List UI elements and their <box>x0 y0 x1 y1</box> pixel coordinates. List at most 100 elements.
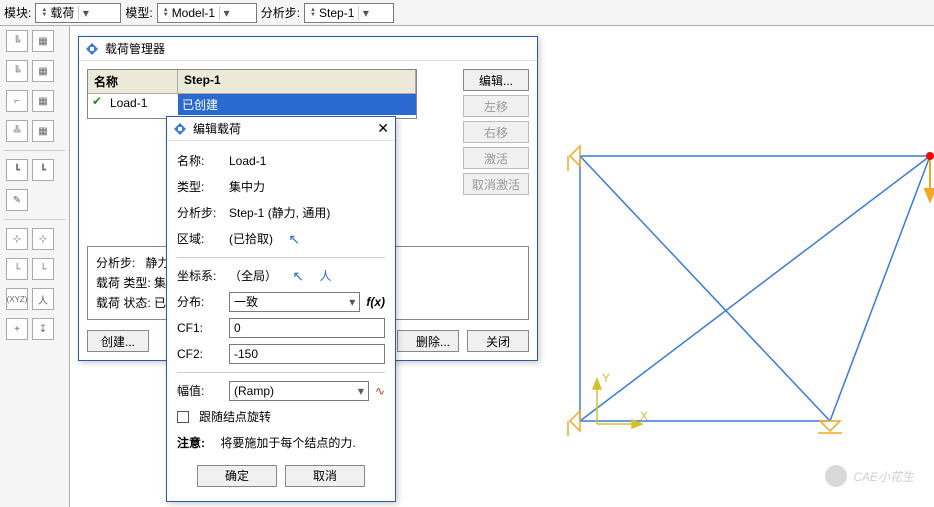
dialog-title: 编辑载荷 <box>193 120 241 137</box>
tool-icon[interactable]: ▦ <box>32 120 54 142</box>
bc-markers <box>568 146 842 436</box>
edit-button[interactable]: 编辑... <box>463 69 529 91</box>
note-value: 将要施加于每个结点的力. <box>220 431 355 455</box>
close-icon[interactable]: ✕ <box>377 120 389 137</box>
region-label: 区域: <box>177 227 223 251</box>
tool-icon[interactable]: 人 <box>32 288 54 310</box>
tool-icon[interactable]: ╚ <box>6 60 28 82</box>
tool-icon[interactable]: ┗ <box>6 159 28 181</box>
step-combo[interactable]: ▲▼ Step-1 ▾ <box>304 3 394 23</box>
tool-icon[interactable]: ↧ <box>32 318 54 340</box>
watermark-text: CAE小花生 <box>853 468 914 485</box>
left-toolbox: ╚▦ ╚▦ ⌐▦ ╩▦ ┗┗ ✎ ⊹⊹ └└ (XYZ)人 +↧ <box>0 26 70 507</box>
model-value: Model-1 <box>172 6 215 20</box>
tool-icon[interactable]: ⊹ <box>6 228 28 250</box>
cf1-input[interactable]: 0 <box>229 318 385 338</box>
tool-icon[interactable]: ╩ <box>6 120 28 142</box>
edit-load-dialog: 编辑载荷 ✕ 名称:Load-1 类型:集中力 分析步:Step-1 (静力, … <box>166 116 396 502</box>
module-combo[interactable]: ▲▼ 载荷 ▾ <box>35 3 121 23</box>
deactivate-button[interactable]: 取消激活 <box>463 173 529 195</box>
info-type-label: 载荷 类型: <box>96 276 151 290</box>
moveright-button[interactable]: 右移 <box>463 121 529 143</box>
type-value: 集中力 <box>229 175 265 199</box>
tool-icon[interactable]: + <box>6 318 28 340</box>
top-toolbar: 模块: ▲▼ 载荷 ▾ 模型: ▲▼ Model-1 ▾ 分析步: ▲▼ Ste… <box>0 0 934 26</box>
chevron-down-icon: ▾ <box>219 6 233 20</box>
note-label: 注意: <box>177 431 205 455</box>
chevron-down-icon: ▾ <box>358 379 364 403</box>
cell-status: 已创建 <box>178 94 416 115</box>
chevron-down-icon: ▾ <box>349 290 355 314</box>
tool-icon[interactable]: (XYZ) <box>6 288 28 310</box>
region-value: (已拾取) <box>229 227 273 251</box>
dialog-titlebar[interactable]: 载荷管理器 <box>79 37 537 61</box>
tool-icon[interactable]: ⊹ <box>32 228 54 250</box>
name-value: Load-1 <box>229 149 266 173</box>
svg-text:X: X <box>640 409 648 423</box>
model-label: 模型: <box>125 4 152 21</box>
tool-icon[interactable]: ⌐ <box>6 90 28 112</box>
tool-icon[interactable]: ┗ <box>32 159 54 181</box>
axes-triad: X Y <box>593 371 648 428</box>
load-arrow <box>925 156 934 201</box>
cf1-label: CF1: <box>177 316 223 340</box>
info-state-label: 载荷 状态: <box>96 296 151 310</box>
amplitude-icon[interactable]: ∿ <box>375 379 385 403</box>
table-row[interactable]: ✔ Load-1 已创建 <box>88 94 416 115</box>
picked-node-dot <box>926 152 934 160</box>
moveleft-button[interactable]: 左移 <box>463 95 529 117</box>
fx-icon[interactable]: f(x) <box>366 290 385 314</box>
tool-icon[interactable]: ▦ <box>32 60 54 82</box>
distribution-select[interactable]: 一致 ▾ <box>229 292 360 312</box>
step-value: Step-1 <box>319 6 354 20</box>
truss-geometry <box>580 156 930 421</box>
csys-icon[interactable]: 人 <box>319 264 331 288</box>
step-label: 分析步: <box>177 201 223 225</box>
cf2-value: -150 <box>234 342 258 366</box>
csys-value: （全局） <box>229 264 277 288</box>
app-logo-icon <box>85 42 99 56</box>
type-label: 类型: <box>177 175 223 199</box>
cancel-button[interactable]: 取消 <box>285 465 365 487</box>
pick-icon[interactable]: ↖ <box>288 227 300 251</box>
amplitude-select[interactable]: (Ramp) ▾ <box>229 381 369 401</box>
app-logo-icon <box>173 122 187 136</box>
follow-checkbox[interactable] <box>177 411 189 423</box>
tool-icon[interactable]: └ <box>32 258 54 280</box>
watermark: CAE小花生 <box>825 465 914 487</box>
check-icon: ✔ <box>88 94 106 115</box>
step-value: Step-1 (静力, 通用) <box>229 201 330 225</box>
cf1-value: 0 <box>234 316 241 340</box>
tool-icon[interactable]: ╚ <box>6 30 28 52</box>
cf2-input[interactable]: -150 <box>229 344 385 364</box>
tool-icon[interactable]: ✎ <box>6 189 28 211</box>
col-name: 名称 <box>88 70 178 93</box>
cell-name: Load-1 <box>106 94 178 115</box>
csys-label: 坐标系: <box>177 264 223 288</box>
follow-label: 跟随结点旋转 <box>199 405 271 429</box>
load-table[interactable]: 名称 Step-1 ✔ Load-1 已创建 <box>87 69 417 119</box>
delete-button[interactable]: 删除... <box>397 330 459 352</box>
dist-value: 一致 <box>234 290 258 314</box>
ok-button[interactable]: 确定 <box>197 465 277 487</box>
amp-value: (Ramp) <box>234 379 274 403</box>
chevron-down-icon: ▾ <box>78 6 92 20</box>
model-combo[interactable]: ▲▼ Model-1 ▾ <box>157 3 257 23</box>
amp-label: 幅值: <box>177 379 223 403</box>
dialog-titlebar[interactable]: 编辑载荷 ✕ <box>167 117 395 141</box>
chevron-down-icon: ▾ <box>358 6 372 20</box>
activate-button[interactable]: 激活 <box>463 147 529 169</box>
dialog-title: 载荷管理器 <box>105 40 165 57</box>
col-step: Step-1 <box>178 70 416 93</box>
dist-label: 分布: <box>177 290 223 314</box>
cf2-label: CF2: <box>177 342 223 366</box>
tool-icon[interactable]: └ <box>6 258 28 280</box>
name-label: 名称: <box>177 149 223 173</box>
close-button[interactable]: 关闭 <box>467 330 529 352</box>
tool-icon[interactable]: ▦ <box>32 30 54 52</box>
svg-text:Y: Y <box>602 371 610 385</box>
tool-icon[interactable]: ▦ <box>32 90 54 112</box>
pick-icon[interactable]: ↖ <box>292 264 304 288</box>
create-button[interactable]: 创建... <box>87 330 149 352</box>
module-label: 模块: <box>4 4 31 21</box>
